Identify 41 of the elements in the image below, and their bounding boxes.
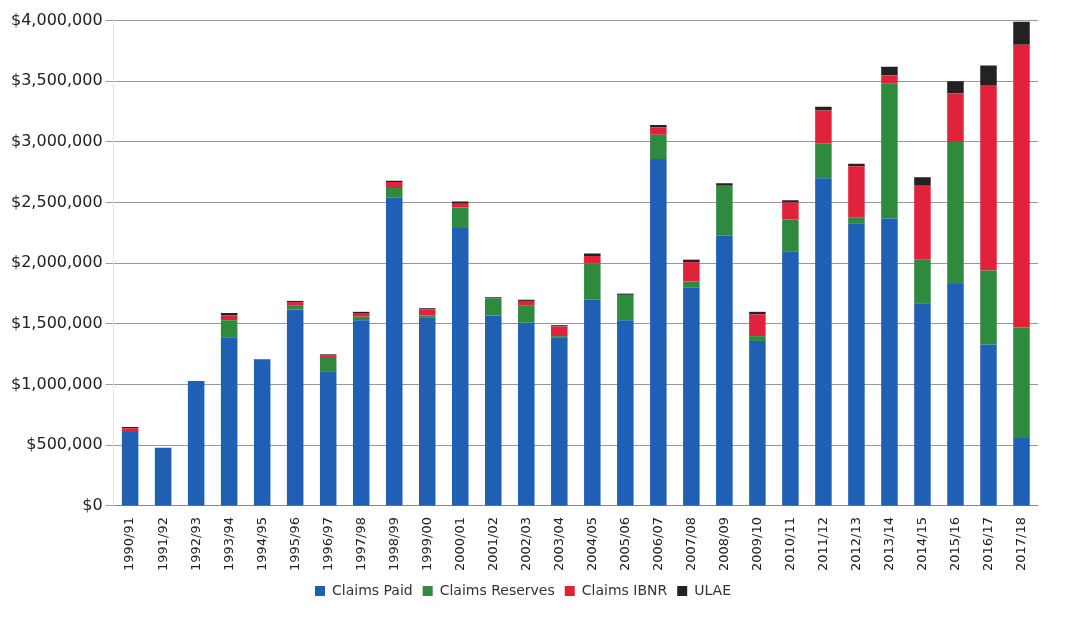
legend-label: Claims Reserves [439, 581, 555, 598]
legend-label: ULAE [694, 581, 732, 598]
y-tick-label: $1,500,000 [11, 313, 103, 333]
x-tick-label: 1990/91 [121, 516, 137, 572]
x-tick-label: 1995/96 [286, 516, 302, 572]
x-tick-label: 2016/17 [979, 516, 995, 572]
x-tick-label: 2013/14 [880, 516, 896, 572]
x-tick-label: 2000/01 [451, 516, 467, 572]
y-tick-label: $3,500,000 [11, 70, 103, 90]
x-tick-label: 1996/97 [319, 516, 335, 572]
x-tick-label: 1991/92 [154, 516, 170, 572]
x-tick-label: 2017/18 [1012, 516, 1028, 572]
legend-label: Claims IBNR [581, 581, 668, 598]
x-tick-label: 2003/04 [550, 516, 566, 572]
x-tick-label: 2009/10 [748, 516, 764, 572]
y-tick-label: $500,000 [26, 434, 103, 454]
x-tick-label: 2007/08 [682, 516, 698, 572]
x-tick-label: 2011/12 [814, 516, 830, 572]
x-tick-label: 2006/07 [649, 516, 665, 572]
y-tick-label: $4,000,000 [11, 9, 103, 29]
x-tick-label: 2005/06 [616, 516, 632, 572]
x-tick-label: 1993/94 [220, 516, 236, 572]
y-tick-label: $2,000,000 [11, 252, 103, 272]
x-tick-label: 2014/15 [913, 516, 929, 572]
x-tick-label: 1998/99 [385, 516, 401, 572]
x-tick-label: 2010/11 [781, 516, 797, 572]
y-tick-label: $2,500,000 [11, 191, 103, 211]
x-tick-label: 1994/95 [253, 516, 269, 572]
x-tick-label: 2004/05 [583, 516, 599, 572]
x-tick-label: 2001/02 [484, 516, 500, 572]
x-tick-label: 1999/00 [418, 516, 434, 572]
x-tick-label: 1997/98 [352, 516, 368, 572]
y-tick-label: $0 [82, 495, 103, 515]
y-tick-label: $1,000,000 [11, 373, 103, 393]
x-tick-label: 2008/09 [715, 516, 731, 572]
y-tick-label: $3,000,000 [11, 131, 103, 151]
x-tick-label: 2015/16 [946, 516, 962, 572]
legend-label: Claims Paid [332, 581, 413, 598]
x-tick-label: 2012/13 [847, 516, 863, 572]
x-tick-label: 2002/03 [517, 516, 533, 572]
x-tick-label: 1992/93 [187, 516, 203, 572]
